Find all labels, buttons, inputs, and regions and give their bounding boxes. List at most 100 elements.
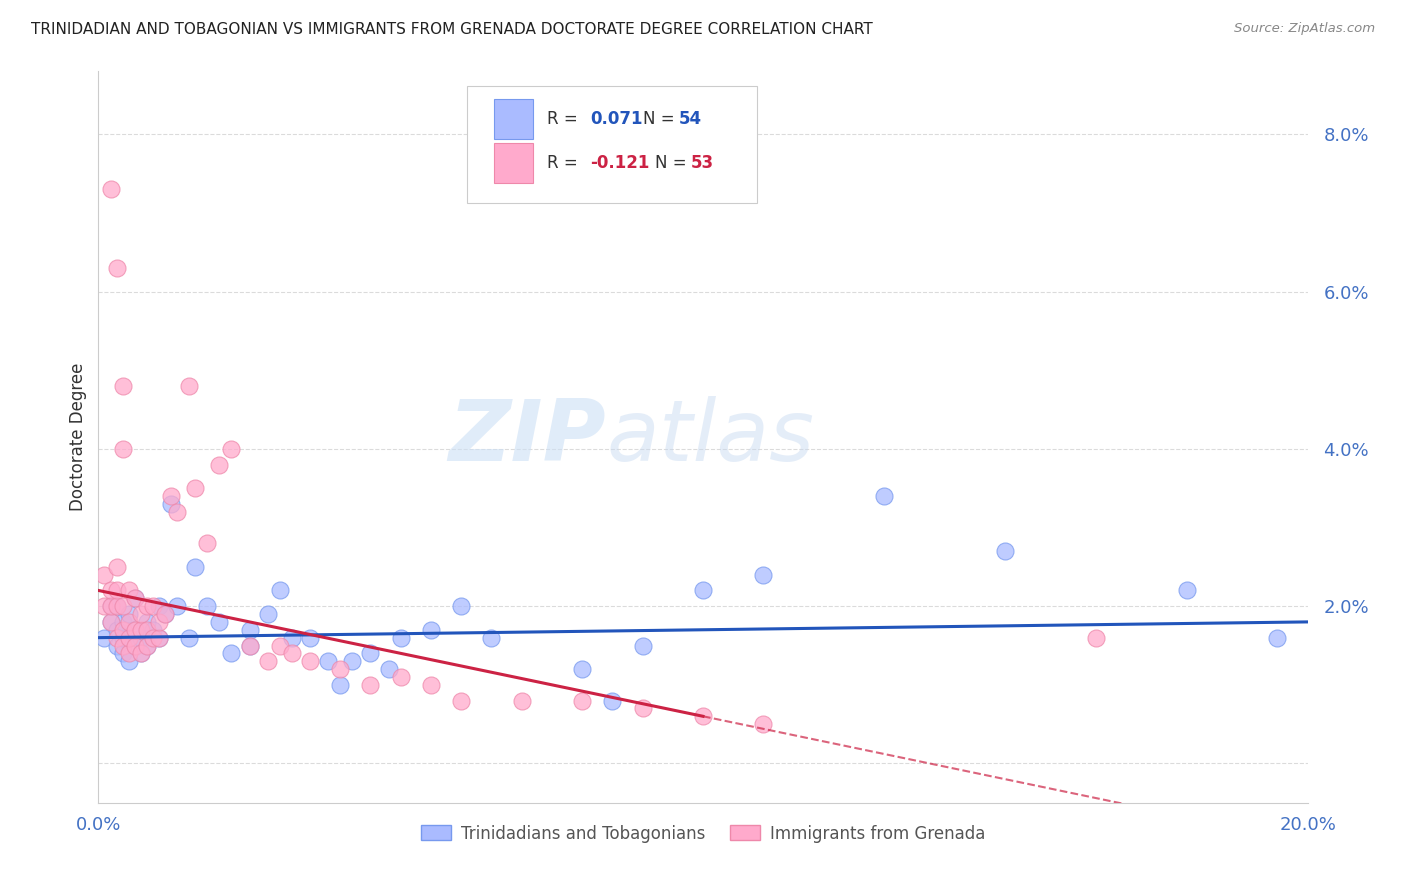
Text: 53: 53	[690, 153, 714, 172]
Text: 0.071: 0.071	[591, 110, 643, 128]
Point	[100, 615, 122, 629]
Text: R =: R =	[547, 110, 583, 128]
Text: TRINIDADIAN AND TOBAGONIAN VS IMMIGRANTS FROM GRENADA DOCTORATE DEGREE CORRELATI: TRINIDADIAN AND TOBAGONIAN VS IMMIGRANTS…	[31, 22, 873, 37]
Point	[692, 583, 714, 598]
Point	[118, 583, 141, 598]
Point	[100, 182, 122, 196]
Point	[105, 559, 128, 574]
Point	[377, 662, 399, 676]
Point	[166, 505, 188, 519]
Point	[135, 623, 157, 637]
Point	[105, 639, 128, 653]
Point	[571, 693, 593, 707]
Point	[329, 678, 352, 692]
Point	[329, 662, 352, 676]
Point	[239, 639, 262, 653]
Point	[692, 709, 714, 723]
Point	[450, 693, 472, 707]
Point	[100, 599, 122, 614]
Point	[281, 631, 304, 645]
Point	[148, 631, 170, 645]
Point	[111, 442, 134, 456]
Point	[179, 379, 201, 393]
Point	[105, 623, 128, 637]
Point	[111, 379, 134, 393]
Point	[316, 654, 339, 668]
Point	[135, 615, 157, 629]
Point	[1085, 631, 1108, 645]
Point	[129, 607, 152, 621]
Point	[135, 599, 157, 614]
Point	[111, 631, 134, 645]
Point	[129, 623, 152, 637]
Point	[420, 678, 443, 692]
Point	[129, 646, 152, 660]
Point	[1267, 631, 1289, 645]
Text: ZIP: ZIP	[449, 395, 606, 479]
Point	[239, 639, 262, 653]
Point	[153, 607, 176, 621]
Point	[118, 631, 141, 645]
Point	[118, 615, 141, 629]
Point	[184, 559, 207, 574]
Point	[148, 631, 170, 645]
Point	[148, 599, 170, 614]
Point	[93, 599, 115, 614]
Point	[100, 599, 122, 614]
Point	[124, 639, 146, 653]
Point	[124, 591, 146, 606]
FancyBboxPatch shape	[494, 143, 533, 183]
Point	[256, 607, 278, 621]
Y-axis label: Doctorate Degree: Doctorate Degree	[69, 363, 87, 511]
Point	[142, 631, 165, 645]
Point	[752, 717, 775, 731]
Point	[124, 623, 146, 637]
Point	[571, 662, 593, 676]
Point	[360, 646, 382, 660]
Point	[105, 260, 128, 275]
Point	[631, 639, 654, 653]
Point	[100, 615, 122, 629]
Point	[752, 567, 775, 582]
Point	[93, 631, 115, 645]
Legend: Trinidadians and Tobagonians, Immigrants from Grenada: Trinidadians and Tobagonians, Immigrants…	[413, 818, 993, 849]
Point	[135, 639, 157, 653]
Point	[118, 607, 141, 621]
Point	[142, 599, 165, 614]
Text: R =: R =	[547, 153, 583, 172]
Point	[111, 599, 134, 614]
Point	[93, 567, 115, 582]
Point	[450, 599, 472, 614]
Point	[269, 583, 291, 598]
Point	[299, 654, 322, 668]
Point	[179, 631, 201, 645]
Point	[124, 623, 146, 637]
Point	[360, 678, 382, 692]
Point	[994, 544, 1017, 558]
Point	[142, 623, 165, 637]
Text: N =: N =	[643, 110, 679, 128]
Point	[221, 646, 243, 660]
Point	[389, 631, 412, 645]
Point	[124, 639, 146, 653]
Point	[299, 631, 322, 645]
Point	[160, 489, 183, 503]
Point	[135, 639, 157, 653]
Point	[602, 693, 624, 707]
FancyBboxPatch shape	[494, 99, 533, 139]
Point	[221, 442, 243, 456]
Point	[129, 646, 152, 660]
Point	[153, 607, 176, 621]
Point	[105, 599, 128, 614]
Point	[631, 701, 654, 715]
Point	[184, 481, 207, 495]
Point	[100, 583, 122, 598]
Point	[111, 615, 134, 629]
Point	[118, 646, 141, 660]
Point	[166, 599, 188, 614]
Text: N =: N =	[655, 153, 692, 172]
Point	[195, 536, 218, 550]
Point	[105, 631, 128, 645]
Text: Source: ZipAtlas.com: Source: ZipAtlas.com	[1234, 22, 1375, 36]
Text: -0.121: -0.121	[591, 153, 650, 172]
